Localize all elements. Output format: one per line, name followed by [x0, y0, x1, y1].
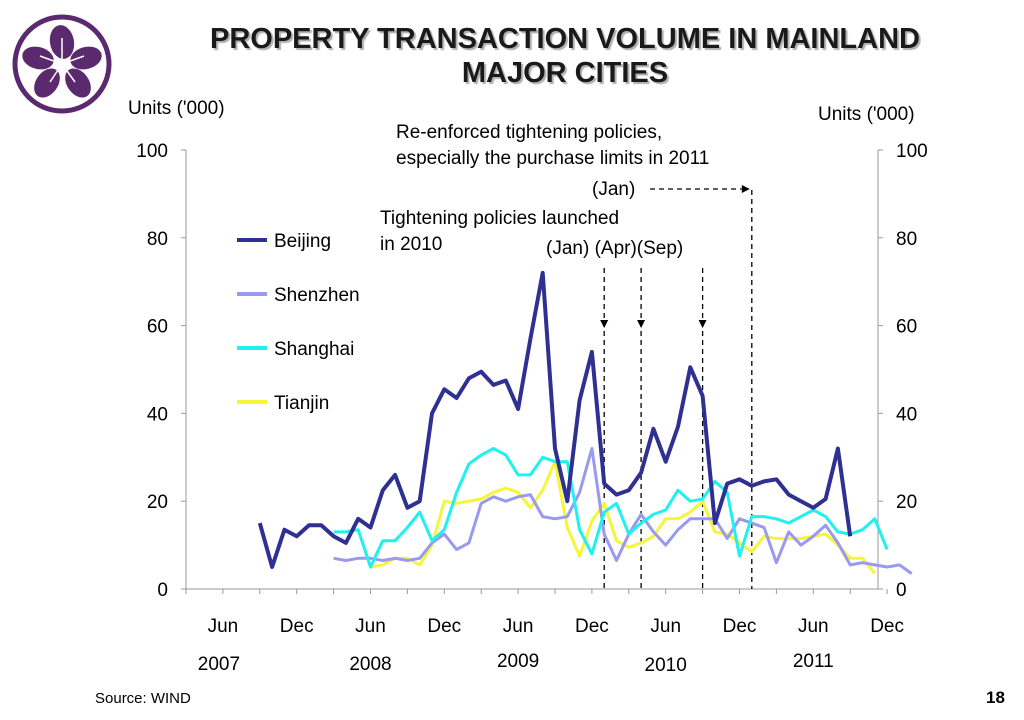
y-axis-left-label: Units ('000) [128, 98, 225, 119]
legend-label-shenzhen: Shenzhen [274, 285, 360, 306]
x-tick-label: Dec [427, 616, 461, 637]
legend-label-beijing: Beijing [274, 231, 331, 252]
annotation-arrow-head [741, 185, 750, 193]
x-tick-label: Dec [280, 616, 314, 637]
y-tick-label-left: 20 [147, 492, 168, 513]
series-line-shenzhen [333, 447, 913, 575]
y-tick-label-left: 100 [136, 141, 168, 162]
x-tick-label: Dec [723, 616, 757, 637]
y-tick-label-right: 40 [896, 404, 917, 425]
series-line-shanghai [333, 447, 889, 569]
policy-marker-arrow [600, 320, 609, 328]
year-label: 2007 [198, 654, 240, 675]
y-tick-label-left: 60 [147, 317, 168, 338]
legend-label-shanghai: Shanghai [274, 339, 354, 360]
y-tick-label-left: 0 [157, 580, 168, 601]
page-number: 18 [986, 688, 1005, 707]
series-line-beijing [257, 270, 853, 569]
annotation-2010-policies: Tightening policies launched in 2010 [380, 208, 620, 255]
policy-marker-arrow [698, 320, 707, 328]
y-tick-label-right: 20 [896, 492, 917, 513]
y-tick-label-right: 80 [896, 229, 917, 250]
x-tick-label: Dec [870, 616, 904, 637]
year-label: 2008 [349, 654, 391, 675]
y-tick-label-left: 40 [147, 404, 168, 425]
year-label: 2011 [793, 651, 834, 672]
year-label: 2009 [497, 651, 539, 672]
annotation-2011-policies: Re-enforced tightening policies, especia… [396, 122, 710, 169]
x-tick-label: Dec [575, 616, 609, 637]
y-tick-label-right: 0 [896, 580, 907, 601]
page-title: PROPERTY TRANSACTION VOLUME IN MAINLAND … [120, 22, 1010, 90]
year-label: 2010 [645, 655, 687, 676]
y-axis-right-label: Units ('000) [818, 104, 915, 125]
x-tick-label: Jun [208, 616, 239, 637]
page-title-line2: MAJOR CITIES [461, 57, 669, 89]
x-tick-label: Jun [503, 616, 534, 637]
logo-ring [12, 14, 112, 114]
page-title-line1: PROPERTY TRANSACTION VOLUME IN MAINLAND [210, 23, 920, 55]
x-tick-label: Jun [355, 616, 386, 637]
y-tick-label-right: 60 [896, 317, 917, 338]
x-tick-label: Jun [650, 616, 681, 637]
y-tick-label-left: 80 [147, 229, 168, 250]
annotation-2011-month: (Jan) [592, 179, 636, 200]
source-note: Source: WIND [95, 690, 191, 707]
bauhinia-logo [12, 14, 112, 114]
logo-flower [22, 25, 102, 98]
policy-marker-arrow [637, 320, 646, 328]
x-tick-label: Jun [798, 616, 829, 637]
legend-label-tianjin: Tianjin [274, 393, 329, 414]
y-tick-label-right: 100 [896, 141, 928, 162]
annotation-2010-months: (Jan) (Apr)(Sep) [546, 238, 684, 259]
